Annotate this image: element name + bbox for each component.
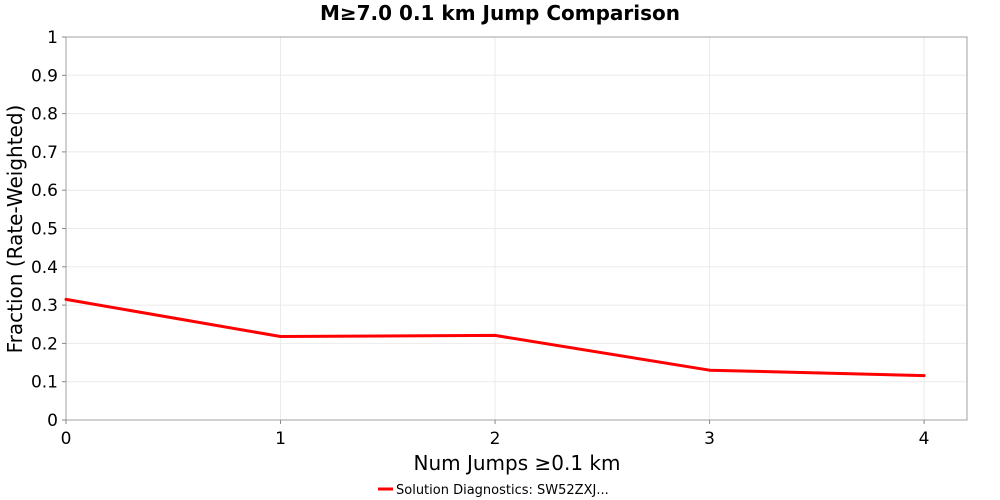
data-point [493,333,497,337]
data-point [708,368,712,372]
data-point [279,335,283,339]
x-tick-label: 4 [919,429,930,449]
y-tick-label: 0 [47,411,58,431]
y-tick-label: 0.3 [31,296,58,316]
legend-label: Solution Diagnostics: SW52ZXJ... [396,483,609,498]
y-tick-label: 0.8 [31,105,58,125]
x-axis-title: Num Jumps ≥0.1 km [414,451,621,475]
x-axis: 0 1 2 3 4 [61,420,930,449]
data-point [64,297,68,301]
y-tick-label: 0.7 [31,143,58,163]
y-tick-label: 0.1 [31,373,58,393]
x-tick-label: 3 [704,429,715,449]
x-tick-label: 0 [61,429,72,449]
x-tick-label: 1 [275,429,286,449]
y-tick-label: 0.2 [31,334,58,354]
y-tick-label: 0.9 [31,66,58,86]
y-axis-title: Fraction (Rate-Weighted) [3,105,27,354]
y-axis: 0 0.1 0.2 0.3 0.4 0.5 0.6 0.7 0.8 0.9 1 [31,28,66,431]
grid [66,36,967,421]
x-tick-label: 2 [490,429,501,449]
y-tick-label: 0.5 [31,220,58,240]
series [64,297,926,378]
legend: Solution Diagnostics: SW52ZXJ... [378,483,609,498]
y-tick-label: 0.4 [31,258,58,278]
chart-title: M≥7.0 0.1 km Jump Comparison [320,1,680,25]
data-point [922,374,926,378]
y-tick-label: 1 [47,28,58,48]
y-tick-label: 0.6 [31,181,58,201]
